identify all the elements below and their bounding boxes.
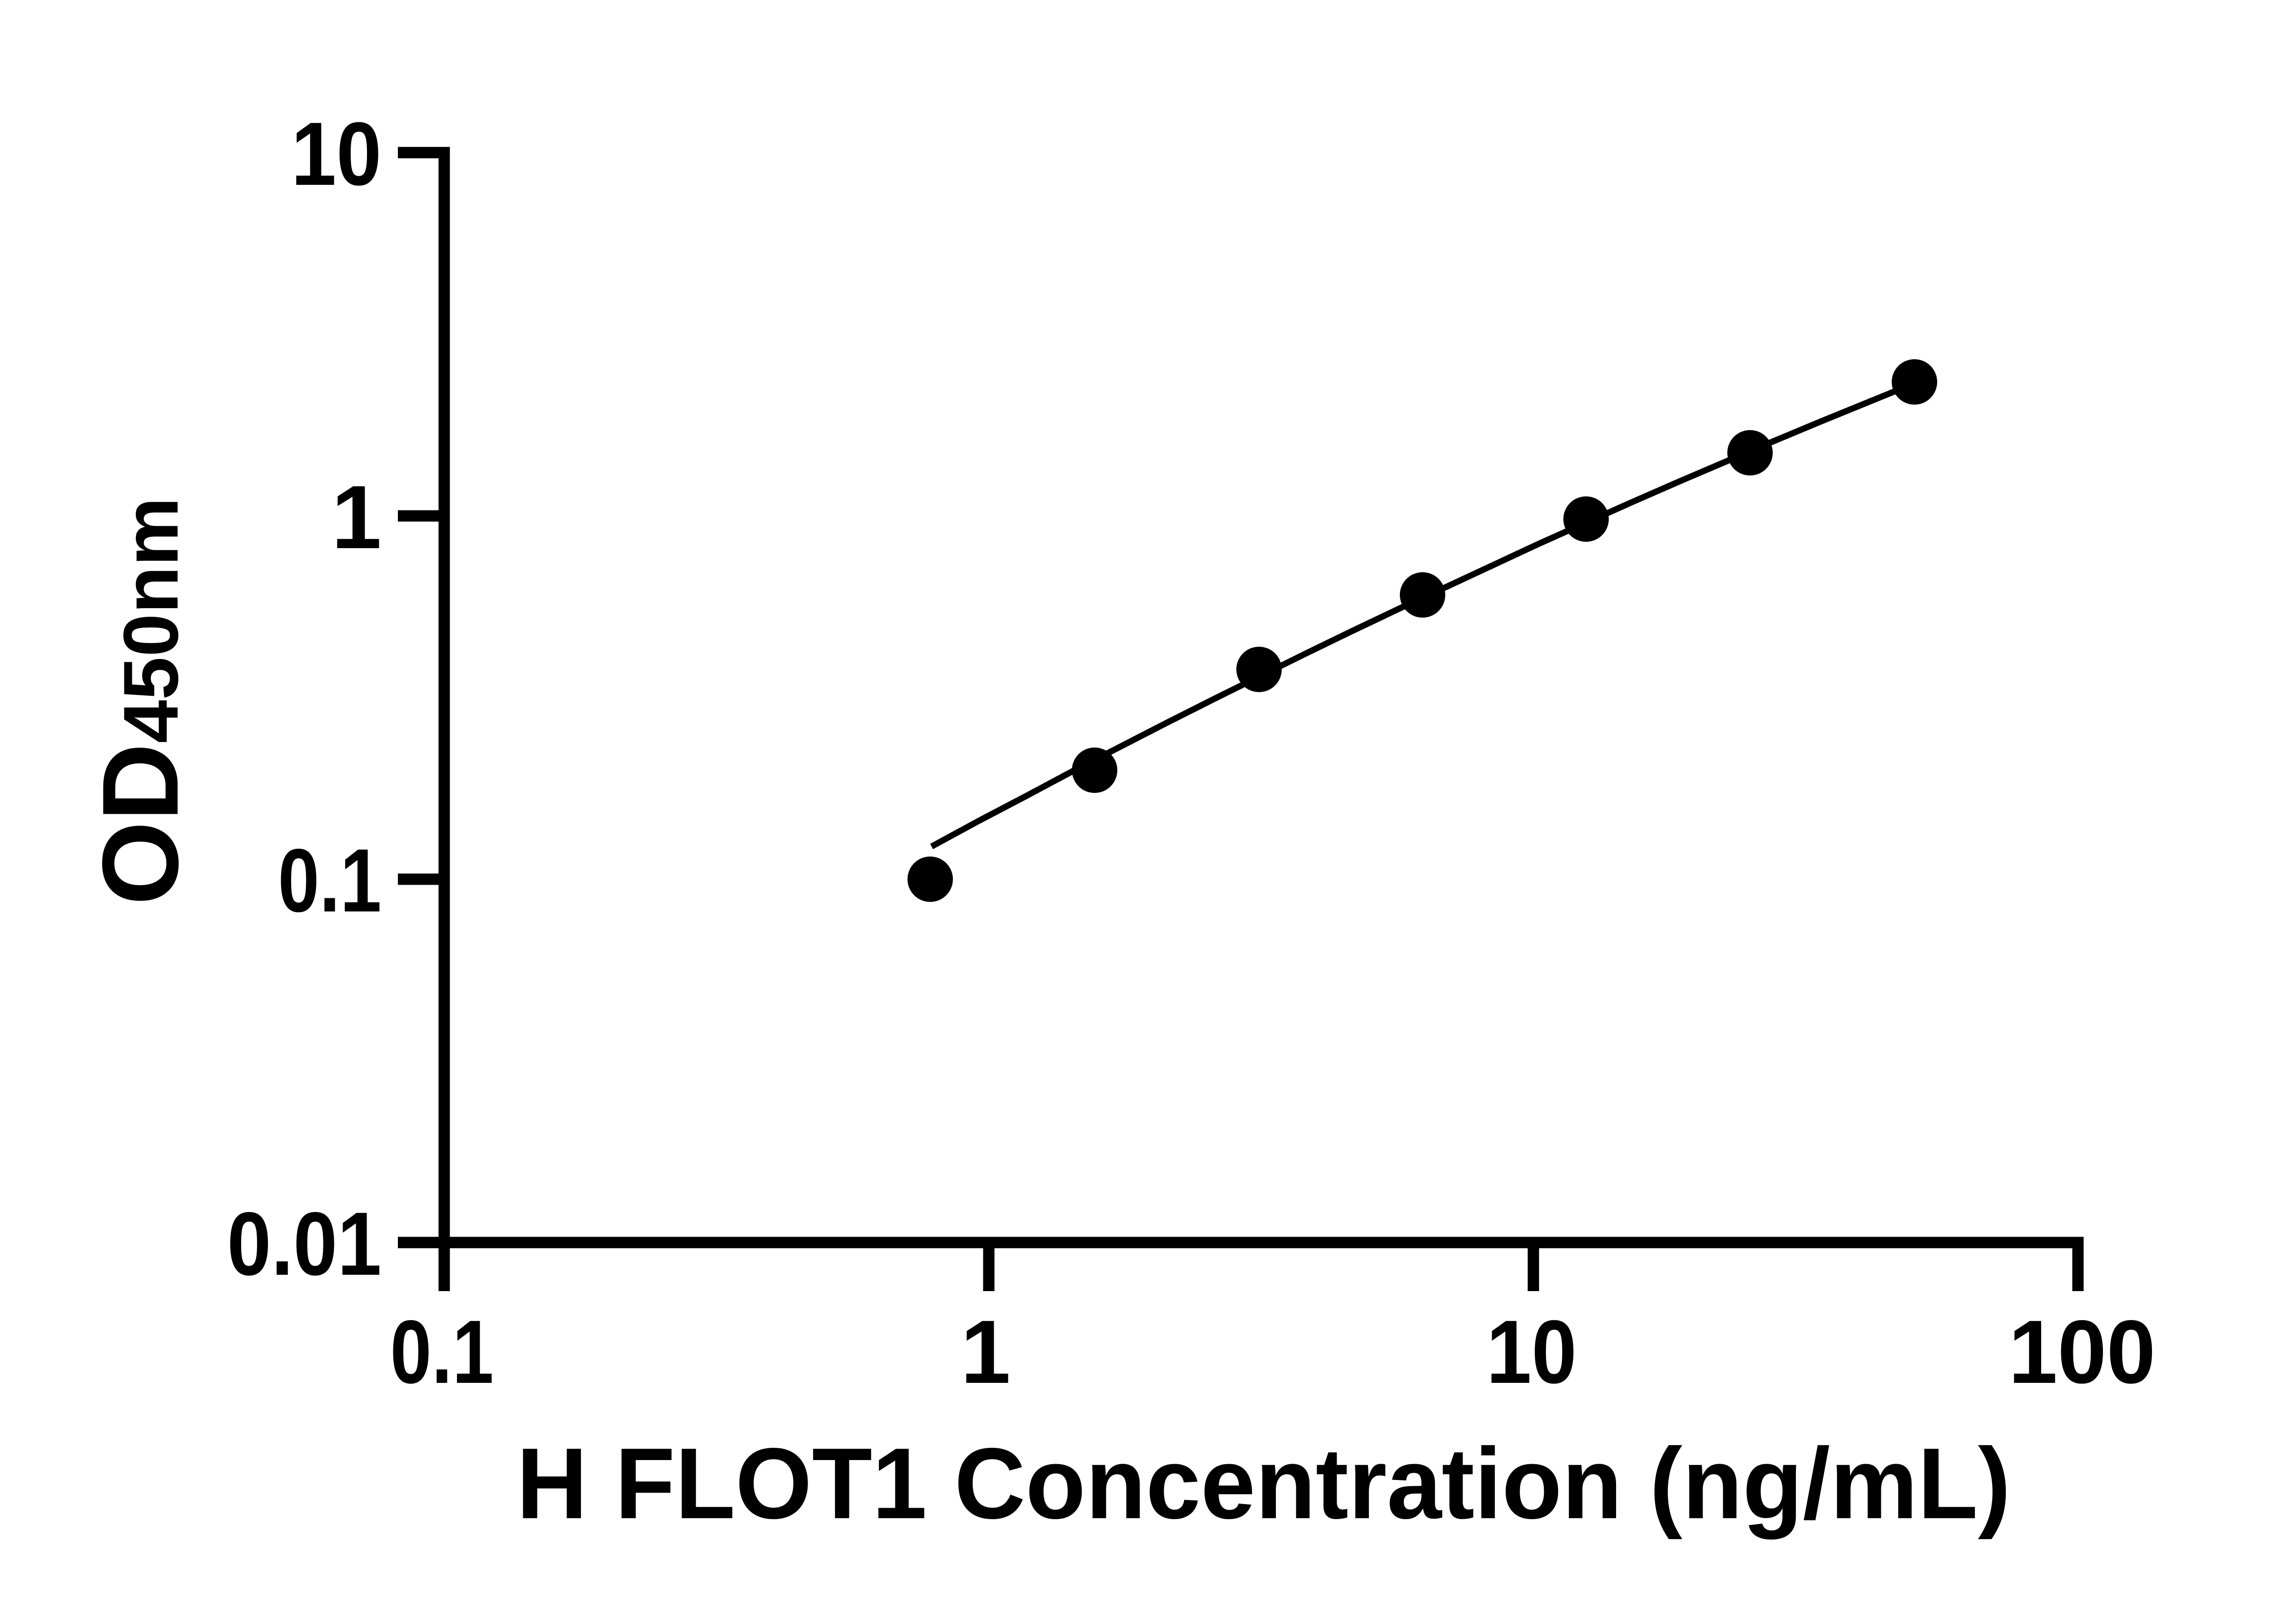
svg-text:0.1: 0.1 (278, 830, 382, 931)
svg-text:1: 1 (332, 467, 382, 567)
svg-text:0.1: 0.1 (390, 1302, 494, 1402)
svg-text:10: 10 (291, 104, 382, 204)
svg-text:H FLOT1 Concentration (ng/mL): H FLOT1 Concentration (ng/mL) (516, 1427, 2011, 1540)
svg-text:0.01: 0.01 (227, 1193, 382, 1294)
svg-text:1: 1 (961, 1302, 1011, 1402)
svg-text:10: 10 (1487, 1302, 1577, 1402)
svg-text:100: 100 (2008, 1302, 2156, 1402)
